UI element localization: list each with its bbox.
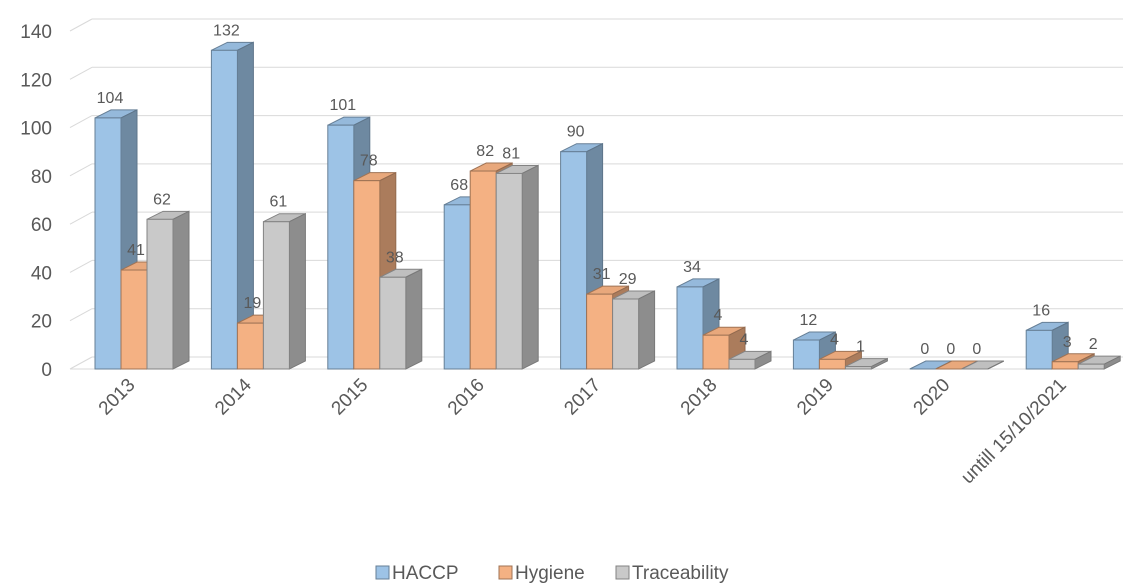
gridline-side: [69, 211, 93, 225]
data-label: 68: [450, 177, 468, 194]
data-label: 78: [360, 153, 378, 170]
y-tick-label: 120: [20, 70, 52, 91]
data-label: 90: [567, 124, 585, 141]
x-tick-label: untill 15/10/2021: [957, 375, 1070, 488]
data-label: 101: [329, 97, 356, 114]
data-label: 12: [800, 312, 818, 329]
legend-label: Traceability: [632, 563, 729, 584]
data-label: 2: [1089, 336, 1098, 353]
bar-traceability-8: [1077, 355, 1121, 370]
legend-item-haccp: HACCP: [375, 563, 459, 584]
legend-label: Hygiene: [515, 563, 585, 584]
bar-haccp-6: [792, 331, 836, 370]
data-label: 0: [920, 341, 929, 358]
legend-swatch: [615, 565, 630, 580]
bar-haccp-1: [210, 41, 254, 370]
data-label: 29: [619, 271, 637, 288]
data-label: 16: [1032, 302, 1050, 319]
gridline-side: [69, 259, 93, 273]
data-label: 81: [502, 145, 520, 162]
x-tick-label: 2017: [560, 375, 605, 420]
x-tick-label: 2016: [444, 375, 489, 420]
data-label: 0: [946, 341, 955, 358]
bar-traceability-2: [379, 268, 423, 370]
data-label: 31: [593, 266, 611, 283]
bar-traceability-6: [844, 357, 888, 370]
data-label: 0: [972, 341, 981, 358]
bar-traceability-3: [495, 164, 539, 370]
y-axis: 0 20 40 60 80 100 120 140: [20, 22, 52, 381]
data-label: 4: [714, 307, 723, 324]
x-tick-label: 2019: [793, 375, 838, 420]
data-label: 4: [830, 331, 839, 348]
data-label: 82: [476, 143, 494, 160]
bar-traceability-5: [728, 350, 772, 370]
gridline-side: [69, 66, 93, 80]
legend-item-traceability: Traceability: [615, 563, 729, 584]
x-tick-label: 2018: [677, 375, 722, 420]
bar-haccp-8: [1025, 321, 1069, 370]
y-tick-label: 40: [31, 263, 52, 284]
data-label: 41: [127, 242, 145, 259]
data-label: 38: [386, 249, 404, 266]
x-tick-label: 2015: [328, 375, 373, 420]
bar-traceability-0: [146, 210, 190, 370]
legend-item-hygiene: Hygiene: [498, 563, 585, 584]
gridline-side: [69, 356, 93, 370]
data-label: 4: [740, 331, 749, 348]
gridline-side: [69, 115, 93, 129]
legend-swatch: [498, 565, 513, 580]
legend: HACCP Hygiene Traceability: [375, 563, 729, 584]
gridline-side: [69, 308, 93, 322]
x-axis: 2013 2014 2015 2016 2017 2018 2019 2020 untill 1…: [95, 374, 1071, 488]
legend-label: HACCP: [392, 563, 459, 584]
data-label: 3: [1063, 334, 1072, 351]
data-label: 132: [213, 22, 240, 39]
x-tick-label: 2014: [211, 374, 256, 419]
gridline-side: [69, 163, 93, 177]
bars: [94, 41, 1121, 370]
y-tick-label: 80: [31, 167, 52, 188]
data-label: 1: [856, 339, 865, 356]
y-tick-label: 60: [31, 215, 52, 236]
data-label: 61: [270, 194, 288, 211]
y-tick-label: 0: [41, 360, 52, 381]
data-label: 62: [153, 191, 171, 208]
y-tick-label: 140: [20, 22, 52, 43]
bar-traceability-4: [612, 290, 656, 370]
data-label: 34: [683, 259, 701, 276]
gridline-side: [69, 18, 93, 32]
y-tick-label: 100: [20, 119, 52, 140]
x-tick-label: 2020: [910, 375, 955, 420]
data-label: 19: [244, 295, 262, 312]
bar-traceability-7: [961, 360, 1005, 370]
data-label: 104: [97, 90, 124, 107]
x-tick-label: 2013: [95, 375, 140, 420]
legend-swatch: [375, 565, 390, 580]
y-tick-label: 20: [31, 312, 52, 333]
bar-traceability-1: [262, 212, 306, 370]
